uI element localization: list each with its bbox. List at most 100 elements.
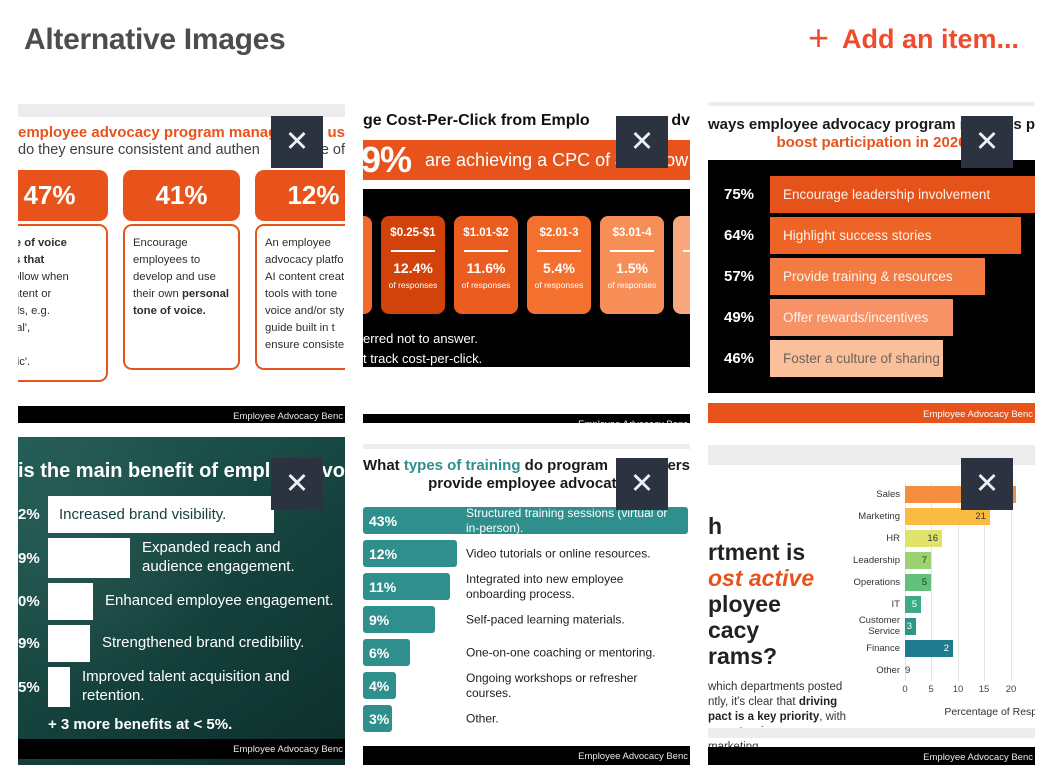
bar-row: 46% Foster a culture of sharing — [708, 340, 1035, 377]
chart-note: + 3 more benefits at < 5%. — [48, 716, 233, 733]
card-divider — [537, 250, 581, 252]
bar-row: Operations 5 — [838, 571, 1035, 593]
banner-stat: 9% — [363, 140, 412, 180]
close-icon: ✕ — [629, 125, 655, 158]
bar-row: 49% Offer rewards/incentives — [708, 299, 1035, 336]
card-divider — [683, 250, 690, 252]
bar-row: 5% Improved talent acquisition and reten… — [18, 667, 345, 707]
image-card-cost-per-click[interactable]: ge Cost-Per-Click from Emplo dv 9% are a… — [363, 95, 690, 423]
bar: Highlight success stories — [770, 217, 1021, 254]
slide-top-strip — [363, 444, 690, 449]
bar-row: 75% Encourage leadership involvement — [708, 176, 1035, 213]
slide-title: What types of training do program ers — [363, 457, 690, 474]
alternative-images-grid: employee advocacy program manag us do th… — [18, 95, 1035, 765]
slide-title-left: is the main benefit of emplo — [18, 460, 283, 482]
cpc-cards: es $0.25-$1 12.4% of responses $1.01-$2 … — [363, 216, 690, 314]
heading-block: h rtment is ost active ployee cacy rams?… — [708, 513, 853, 755]
slide-title: is the main benefit of emplo lvo — [18, 437, 345, 483]
department-bar-chart: Sales Marketing 21 HR 16 Leadership 7 Op… — [838, 483, 1035, 718]
image-card-boost-participation[interactable]: ways employee advocacy program m s p boo… — [708, 95, 1035, 423]
bar: 9 — [905, 664, 911, 676]
bar-row: 0% Enhanced employee engagement. — [18, 583, 345, 620]
remove-image-button[interactable]: ✕ — [616, 116, 668, 168]
image-card-types-of-training[interactable]: What types of training do program ers pr… — [363, 437, 690, 765]
bar: 43% — [363, 507, 688, 534]
stat-card: 12% An employee advocacy platfo AI conte… — [255, 170, 345, 370]
card-divider — [610, 250, 654, 252]
stat-text: Encourage employees to develop and use t… — [123, 224, 240, 370]
slide-footer: Employee Advocacy Benc — [708, 747, 1035, 765]
bar: 3 — [905, 617, 916, 635]
bar: 2 — [905, 639, 953, 657]
bar-row: 2% Increased brand visibility. — [18, 496, 345, 533]
image-card-main-benefit[interactable]: is the main benefit of emplo lvo 2% Incr… — [18, 437, 345, 765]
bar — [48, 583, 93, 620]
slide-subtitle: boost participation in 2026 — [776, 134, 967, 151]
bar: 11% — [363, 573, 450, 600]
slide-footer: Employee Advocacy Benc — [363, 746, 690, 765]
slide-title-left: ways employee advocacy program m — [708, 116, 974, 133]
footnotes: erred not to answer. t track cost-per-cl… — [363, 331, 483, 366]
cpc-card: $2.01-3 5.4% of responses — [527, 216, 591, 314]
bar-row: 9% Expanded reach and audience engagemen… — [18, 538, 345, 578]
image-card-tone-of-voice[interactable]: employee advocacy program manag us do th… — [18, 95, 345, 423]
slide-title-right: s p — [1013, 116, 1035, 133]
slide-title-right: us — [327, 124, 345, 141]
bar: 3% — [363, 705, 392, 732]
bar-row: 64% Highlight success stories — [708, 217, 1035, 254]
bar: 6% — [363, 639, 410, 666]
remove-image-button[interactable]: ✕ — [616, 458, 668, 510]
cpc-card: $1.01-$2 11.6% of responses — [454, 216, 518, 314]
bar: Provide training & resources — [770, 258, 985, 295]
bar — [48, 625, 90, 662]
add-item-button[interactable]: + Add an item... — [807, 17, 1031, 58]
slide-bottom-strip — [708, 728, 1035, 738]
stat-value: 47% — [18, 170, 108, 221]
cpc-card-panel: es $0.25-$1 12.4% of responses $1.01-$2 … — [363, 189, 690, 367]
bar: Encourage leadership involvement — [770, 176, 1035, 213]
cpc-card: $0.25-$1 12.4% of responses — [381, 216, 445, 314]
bar-row: 9% Self-paced learning materials. — [363, 603, 690, 636]
bar-row: Customer Service 3 — [838, 615, 1035, 637]
bar-row: 11% Integrated into new employee onboard… — [363, 570, 690, 603]
close-icon: ✕ — [284, 125, 310, 158]
bar-chart: 2% Increased brand visibility. 9% Expand… — [18, 496, 345, 707]
bar: 5 — [905, 573, 931, 591]
slide-footer: Employee Advocacy Benc — [363, 414, 690, 423]
bar-row: HR 16 — [838, 527, 1035, 549]
remove-image-button[interactable]: ✕ — [271, 458, 323, 510]
remove-image-button[interactable]: ✕ — [961, 116, 1013, 168]
slide-title-right: ers — [667, 457, 690, 474]
stat-card: 47% one of voice nes that s follow when … — [18, 170, 108, 382]
bar — [48, 538, 130, 578]
card-divider — [464, 250, 508, 252]
bar: 9% — [363, 606, 435, 633]
description-text: which departments posted ntly, it's clea… — [708, 681, 847, 753]
bar-chart: 43% Structured training sessions (virtua… — [363, 504, 690, 735]
bar-row: 6% One-on-one coaching or mentoring. — [363, 636, 690, 669]
slide-footer: Employee Advocacy Benc — [708, 403, 1035, 423]
stat-value: 41% — [123, 170, 240, 221]
remove-image-button[interactable]: ✕ — [961, 458, 1013, 510]
stat-text: one of voice nes that s follow when cont… — [18, 224, 108, 382]
slide-subtitle-right: e of — [320, 142, 345, 158]
bar-row: Other 9 — [838, 659, 1035, 681]
bar — [48, 667, 70, 707]
remove-image-button[interactable]: ✕ — [271, 116, 323, 168]
image-card-active-departments[interactable]: h rtment is ost active ployee cacy rams?… — [708, 437, 1035, 765]
bar-row: Marketing 21 — [838, 505, 1035, 527]
slide-title: employee advocacy program manag us — [18, 124, 345, 141]
bar-row: 12% Video tutorials or online resources. — [363, 537, 690, 570]
bar-row: 3% Other. — [363, 702, 690, 735]
slide-title-right: lvo — [316, 460, 345, 482]
cpc-card: of — [673, 216, 690, 314]
plus-icon: + — [807, 17, 829, 58]
slide-title: ge Cost-Per-Click from Emplo dv — [363, 112, 690, 130]
bar-row: 57% Provide training & resources — [708, 258, 1035, 295]
stat-value: 12% — [255, 170, 345, 221]
x-axis-ticks: 0 5 10 15 20 — [902, 684, 1017, 695]
stat-card: 41% Encourage employees to develop and u… — [123, 170, 240, 370]
bar-row: Finance 2 — [838, 637, 1035, 659]
bar-row: 4% Ongoing workshops or refresher course… — [363, 669, 690, 702]
card-divider — [391, 250, 435, 252]
